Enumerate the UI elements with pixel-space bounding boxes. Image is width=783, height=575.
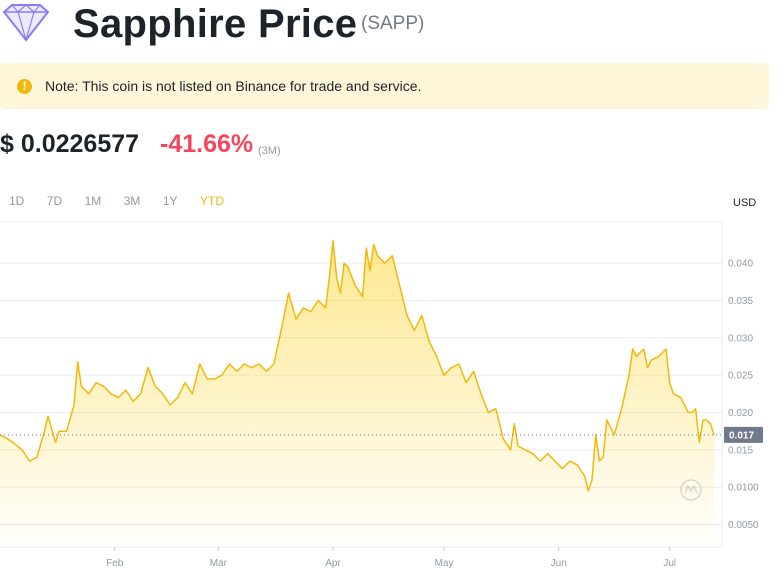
y-tick-label: 0.035: [728, 296, 753, 307]
price-area-fill: [0, 240, 715, 547]
y-tick-label: 0.030: [728, 333, 753, 344]
page-title: Sapphire Price: [73, 2, 358, 46]
current-price-tag-bg: [724, 426, 763, 443]
price-series-line: [0, 239, 715, 492]
x-tick-label: Jul: [663, 558, 676, 569]
tab-3m[interactable]: 3M: [123, 194, 141, 208]
y-tick-label: 0.015: [728, 445, 753, 456]
y-tick-label: 0.0050: [728, 520, 759, 531]
y-tick-label: 0.020: [728, 408, 753, 419]
price-change: -41.66%: [160, 130, 254, 158]
tab-1d[interactable]: 1D: [9, 194, 25, 208]
current-price-tag: 0.017: [724, 426, 763, 443]
watermark-icon: [680, 479, 702, 501]
y-tick-label: 0.040: [728, 259, 753, 270]
tab-1y[interactable]: 1Y: [162, 194, 178, 208]
coin-symbol: (SAPP): [361, 13, 425, 34]
x-tick-label: Apr: [325, 558, 341, 569]
notice-text: Note: This coin is not listed on Binance…: [45, 78, 422, 94]
y-tick-label: 0.025: [728, 371, 753, 382]
x-tick-label: May: [435, 558, 454, 569]
tab-7d[interactable]: 7D: [46, 194, 63, 208]
current-price: $ 0.0226577: [0, 130, 140, 158]
notice-banner: ! Note: This coin is not listed on Binan…: [0, 63, 769, 109]
tab-1m[interactable]: 1M: [84, 194, 102, 208]
x-tick-label: Feb: [106, 558, 124, 569]
x-tick-label: Mar: [210, 558, 228, 569]
sapphire-gem-icon: [2, 4, 50, 43]
y-tick-label: 0.0100: [728, 483, 759, 494]
change-period: (3M): [258, 145, 281, 157]
time-range-tabs: 1D 7D 1M 3M 1Y YTD: [9, 192, 242, 210]
y-axis: 0.0050 0.0100 0.015 0.020 0.025 0.030 0.035 0.0…: [728, 259, 759, 531]
currency-unit: USD: [733, 197, 757, 209]
current-price-tag-label: 0.017: [729, 430, 754, 441]
tab-ytd[interactable]: YTD: [199, 194, 224, 208]
x-axis: Feb Mar Apr May Jun Jul: [106, 547, 676, 569]
exclamation-circle-icon: !: [17, 79, 32, 94]
x-tick-label: Jun: [551, 558, 567, 569]
